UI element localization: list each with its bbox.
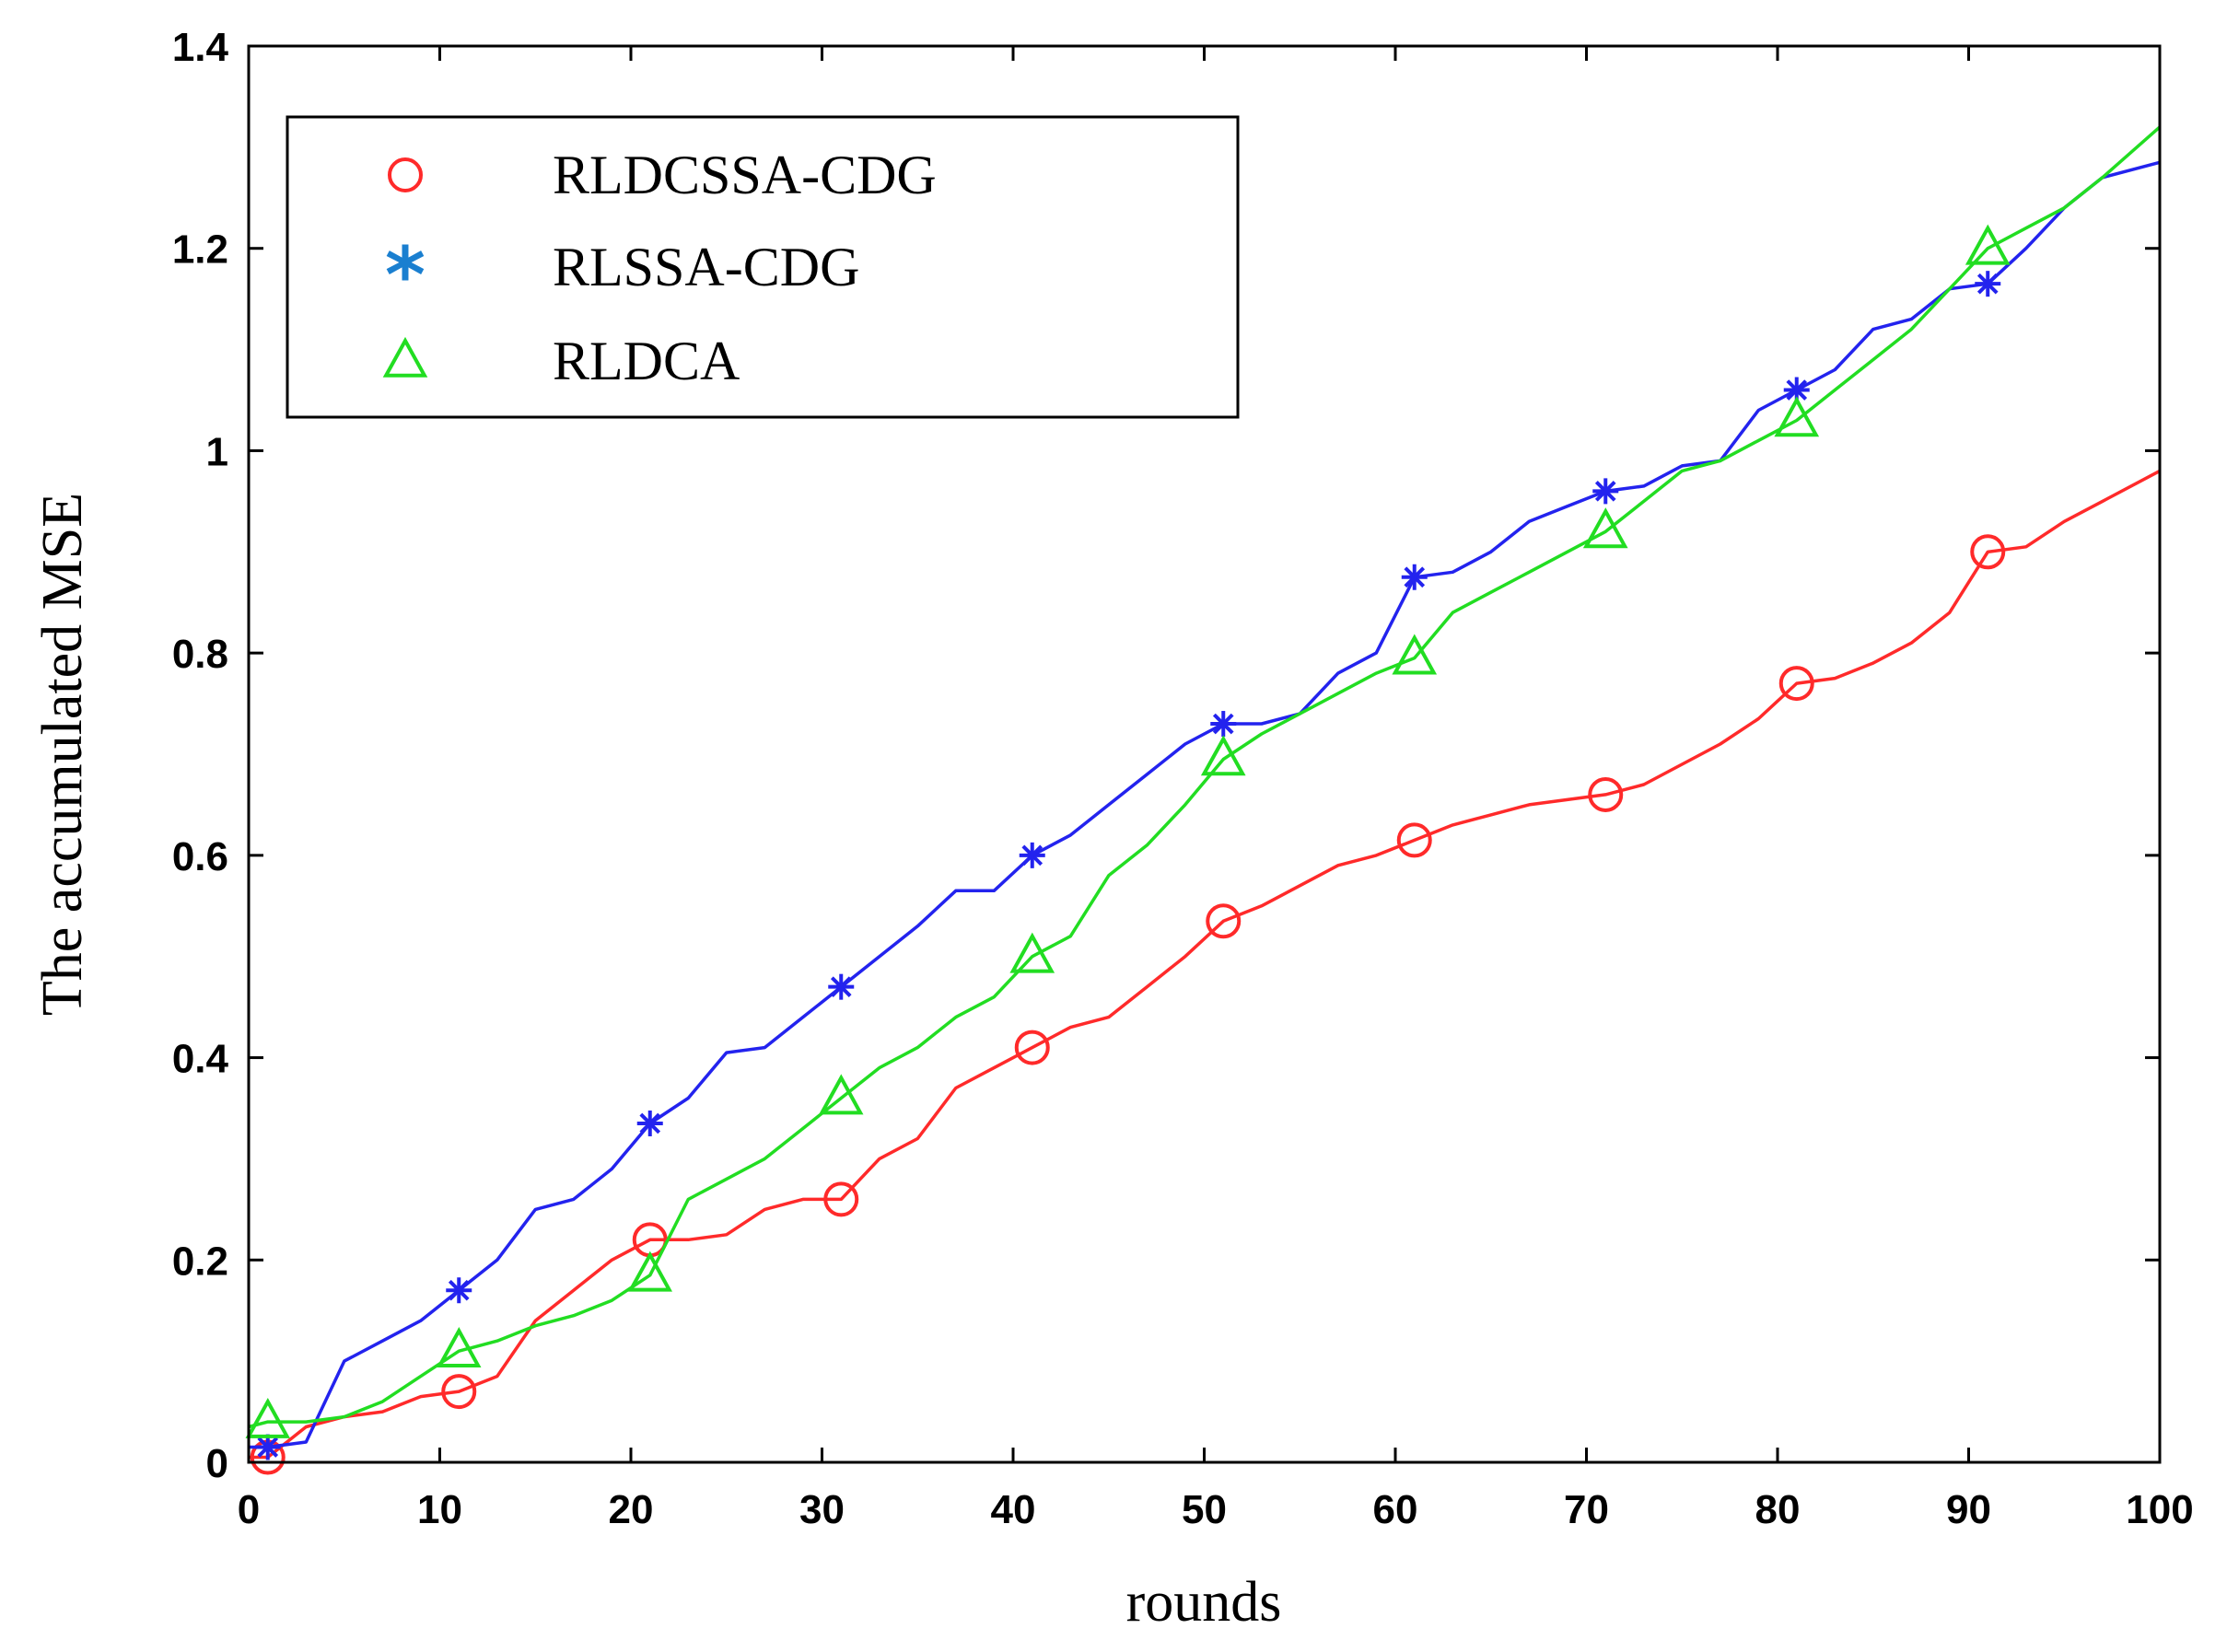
series-line-rldca — [248, 125, 2162, 1429]
data-point-rlssa-cdg-stroke — [639, 1112, 661, 1134]
y-tick-label: 1.2 — [172, 227, 228, 273]
x-tick-label: 100 — [2126, 1487, 2193, 1532]
data-point-rlssa-cdg — [1210, 711, 1237, 738]
data-point-rldca — [1582, 507, 1628, 549]
data-point-rldcssa-cdg — [1588, 776, 1624, 812]
data-point-rldcssa-cdg — [823, 1181, 859, 1217]
data-point-rlssa-cdg-stroke — [1404, 566, 1426, 588]
data-point-rlssa-cdg-stroke — [257, 1437, 279, 1458]
data-point-rldcssa-cdg — [441, 1374, 477, 1410]
data-point-rldca — [245, 1397, 290, 1438]
series-line-rlssa-cdg — [249, 160, 2161, 1449]
x-tick-label: 60 — [1373, 1487, 1418, 1532]
data-point-rldca — [1392, 634, 1438, 675]
data-point-rlssa-cdg — [636, 1110, 663, 1136]
data-point-rlssa-cdg-stroke — [830, 976, 852, 997]
x-axis-title: rounds — [1126, 1571, 1282, 1634]
x-tick-label: 70 — [1564, 1487, 1609, 1532]
x-tick-label: 30 — [799, 1487, 845, 1532]
data-point-rlssa-cdg — [1783, 377, 1810, 403]
y-tick-label: 1.4 — [172, 25, 229, 70]
data-point-rldca — [819, 1074, 864, 1115]
data-point-rldcssa-cdg — [1970, 534, 2006, 570]
x-tick-label: 0 — [238, 1487, 260, 1532]
data-point-rldcssa-cdg — [1778, 666, 1814, 702]
x-tick-label: 40 — [991, 1487, 1036, 1532]
y-tick-label: 0 — [206, 1441, 228, 1486]
data-point-rldca — [1774, 396, 1820, 437]
data-point-rlssa-cdg-stroke — [1786, 379, 1808, 401]
data-point-rldca — [627, 1251, 672, 1292]
x-tick-label: 20 — [609, 1487, 654, 1532]
x-tick-label: 50 — [1182, 1487, 1227, 1532]
legend-entry-rlssa-cdg: * RLSSA-CDG — [385, 230, 859, 320]
data-point-rlssa-cdg — [446, 1277, 472, 1304]
data-point-rlssa-cdg-stroke — [1212, 713, 1234, 735]
legend-marker-triangle-icon — [382, 336, 428, 378]
y-tick-label: 0.8 — [172, 632, 228, 677]
y-tick-label: 1 — [206, 429, 228, 474]
legend-marker-circle-icon — [388, 157, 423, 192]
data-point-rldca — [1200, 735, 1246, 776]
data-point-rldcssa-cdg — [1396, 822, 1432, 858]
legend-label: RLDCA — [553, 331, 740, 391]
data-point-rldcssa-cdg — [1206, 903, 1242, 939]
series-layer — [245, 125, 2162, 1475]
legend-marker-asterisk-icon: * — [385, 230, 426, 320]
legend-label: RLSSA-CDG — [553, 237, 859, 297]
data-point-rlssa-cdg — [1975, 271, 2001, 297]
data-point-rlssa-cdg — [1592, 478, 1619, 505]
y-tick-label: 0.6 — [172, 834, 228, 879]
data-point-rlssa-cdg-stroke — [1976, 273, 1999, 295]
axis-ticks: 0 10 20 30 40 50 60 70 80 90 100 0 0.2 0.4 0.6 0.8 1 1.2 1… — [172, 25, 2194, 1532]
data-point-rlssa-cdg — [1401, 564, 1428, 590]
legend: RLDCSSA-CDG * RLSSA-CDG RLDCA — [286, 115, 1240, 419]
legend-label: RLDCSSA-CDG — [553, 145, 937, 205]
legend-entry-rldcssa-cdg: RLDCSSA-CDG — [388, 145, 937, 205]
legend-entry-rldca: RLDCA — [382, 331, 740, 391]
data-point-rldca — [1965, 224, 2011, 265]
legend-box — [286, 115, 1240, 419]
series-rlssa-cdg — [249, 160, 2161, 1460]
data-point-rlssa-cdg — [1019, 842, 1045, 868]
data-point-rldca — [1009, 932, 1055, 973]
data-point-rlssa-cdg — [828, 973, 855, 1000]
data-point-rldca — [437, 1327, 482, 1367]
x-tick-label: 80 — [1755, 1487, 1801, 1532]
x-tick-label: 10 — [417, 1487, 462, 1532]
data-point-rlssa-cdg-stroke — [448, 1279, 470, 1301]
y-tick-label: 0.4 — [172, 1037, 229, 1082]
series-rldcssa-cdg — [249, 469, 2161, 1475]
series-rldca — [245, 125, 2162, 1438]
data-point-rlssa-cdg-stroke — [1021, 844, 1044, 867]
data-point-rldcssa-cdg — [1014, 1030, 1050, 1065]
y-tick-label: 0.2 — [172, 1239, 228, 1284]
legend-entries: RLDCSSA-CDG * RLSSA-CDG RLDCA — [382, 145, 937, 391]
series-line-rldcssa-cdg — [249, 469, 2161, 1460]
x-tick-label: 90 — [1946, 1487, 1991, 1532]
y-axis-title: The accumulated MSE — [31, 493, 94, 1016]
data-point-rlssa-cdg — [254, 1434, 281, 1460]
data-point-rlssa-cdg-stroke — [1594, 481, 1616, 502]
